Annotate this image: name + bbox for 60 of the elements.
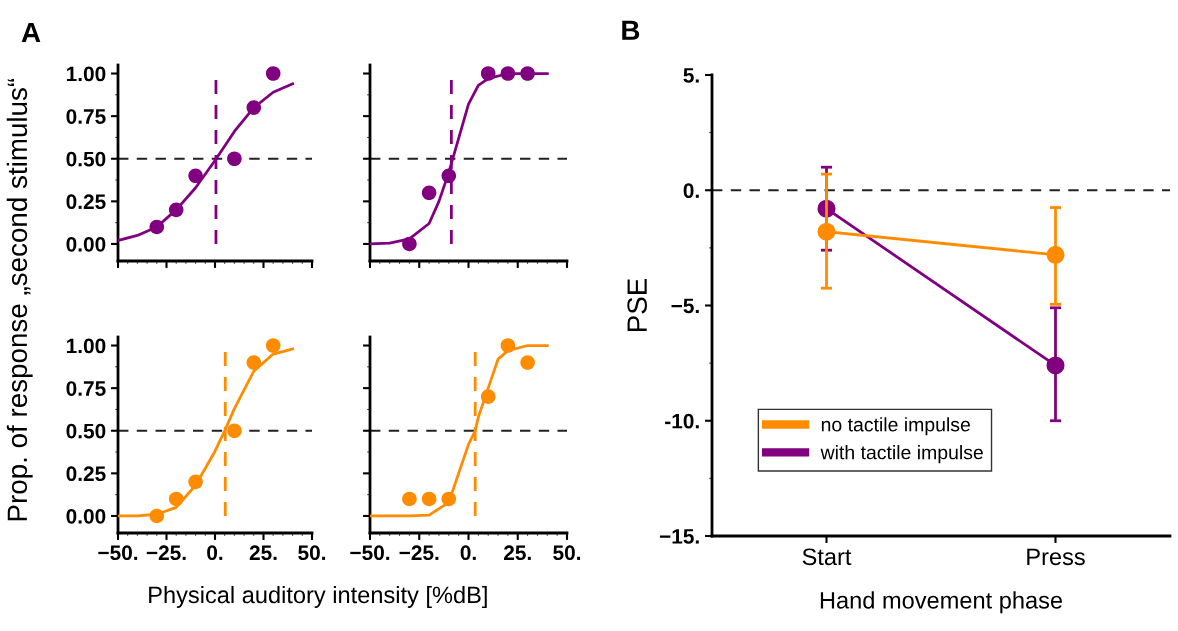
y-tick-label: 0.75	[66, 109, 106, 124]
x-axis-title: Physical auditory intensity [%dB]	[149, 585, 487, 608]
x-tick-label: 50.	[298, 545, 326, 561]
y-tick-label: 0.00	[66, 508, 106, 524]
point	[246, 100, 262, 115]
x-tick-label: 50.	[553, 545, 581, 561]
x-tick-label: 25.	[249, 545, 277, 561]
y-tick-label: 5.	[683, 68, 699, 83]
y-tick-label: 0.75	[66, 381, 106, 396]
x-tick-label: Start	[802, 548, 852, 566]
x-tick-label: −50.	[350, 545, 390, 561]
point	[402, 236, 417, 252]
point	[421, 185, 437, 201]
y-tick-label: 0.25	[66, 466, 106, 482]
point	[227, 151, 242, 167]
x-tick-label: −50.	[98, 545, 138, 561]
x-tick-label: −25.	[146, 545, 186, 561]
legend-label: no tactile impulse	[821, 417, 970, 436]
y-tick-label: 0.50	[66, 151, 106, 167]
y-tick-label: 1.00	[66, 66, 106, 82]
y-tick-label: 0.00	[66, 236, 106, 252]
x-tick-label: 25.	[503, 545, 531, 561]
point	[168, 202, 184, 218]
point	[265, 66, 281, 81]
y-tick-label: 0.25	[66, 194, 106, 210]
y-tick-label: −15.	[659, 529, 699, 544]
point	[421, 491, 437, 507]
point	[149, 219, 165, 235]
point	[441, 491, 457, 507]
y-tick-label: 0.	[683, 183, 699, 198]
text: B	[622, 20, 640, 40]
point	[227, 423, 242, 439]
point	[500, 66, 516, 81]
point	[500, 338, 516, 353]
legend-label: with tactile impulse	[820, 445, 983, 464]
x-tick-label: 0.	[207, 545, 223, 561]
point	[188, 474, 203, 490]
y-tick-label: 0.50	[66, 423, 106, 439]
y-axis-title: PSE	[627, 278, 647, 332]
x-tick-label: −25.	[399, 545, 439, 561]
text: A	[21, 22, 41, 43]
x-tick-label: 0.	[460, 545, 476, 561]
point	[520, 355, 535, 370]
point	[441, 168, 457, 184]
y-tick-label: -10.	[665, 413, 699, 429]
point	[168, 491, 184, 507]
point	[480, 389, 496, 404]
point	[520, 66, 535, 81]
y-axis-title: Prop. of response „second stimulus“	[6, 78, 33, 521]
point	[246, 355, 262, 370]
y-tick-label: −5.	[671, 298, 699, 314]
point	[480, 66, 496, 81]
line-series	[118, 82, 294, 242]
x-tick-label: Press	[1027, 548, 1085, 566]
y-tick-label: 1.00	[66, 338, 106, 354]
x-axis-title: Hand movement phase	[820, 591, 1063, 614]
point	[402, 491, 417, 507]
point	[149, 508, 165, 524]
point	[265, 338, 281, 353]
point	[188, 168, 203, 184]
